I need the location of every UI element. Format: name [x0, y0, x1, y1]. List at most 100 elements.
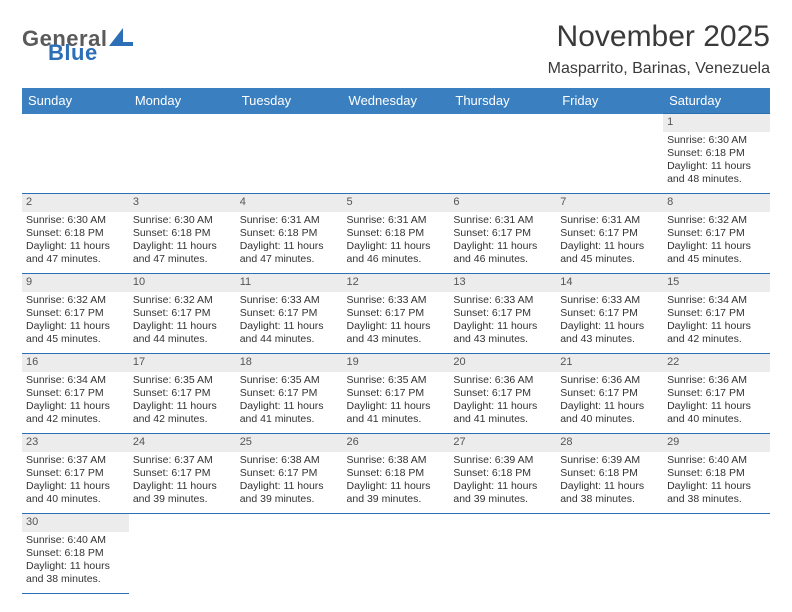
day-details: Sunrise: 6:38 AMSunset: 6:17 PMDaylight:…: [236, 452, 343, 510]
day-number: 25: [236, 434, 343, 452]
calendar-cell: [556, 514, 663, 594]
day-details: Sunrise: 6:32 AMSunset: 6:17 PMDaylight:…: [129, 292, 236, 350]
calendar-cell: 17Sunrise: 6:35 AMSunset: 6:17 PMDayligh…: [129, 354, 236, 434]
dayname-3: Wednesday: [343, 88, 450, 114]
calendar-cell: 10Sunrise: 6:32 AMSunset: 6:17 PMDayligh…: [129, 274, 236, 354]
dayname-6: Saturday: [663, 88, 770, 114]
day-details: Sunrise: 6:38 AMSunset: 6:18 PMDaylight:…: [343, 452, 450, 510]
dayname-4: Thursday: [449, 88, 556, 114]
day-number: 27: [449, 434, 556, 452]
calendar-table: SundayMondayTuesdayWednesdayThursdayFrid…: [22, 88, 770, 594]
day-number: 5: [343, 194, 450, 212]
day-number: 20: [449, 354, 556, 372]
calendar-cell: 27Sunrise: 6:39 AMSunset: 6:18 PMDayligh…: [449, 434, 556, 514]
day-number: 11: [236, 274, 343, 292]
calendar-cell: 20Sunrise: 6:36 AMSunset: 6:17 PMDayligh…: [449, 354, 556, 434]
day-number: 12: [343, 274, 450, 292]
calendar-cell: 12Sunrise: 6:33 AMSunset: 6:17 PMDayligh…: [343, 274, 450, 354]
day-details: Sunrise: 6:40 AMSunset: 6:18 PMDaylight:…: [22, 532, 129, 590]
calendar-cell: [129, 514, 236, 594]
calendar-cell: 14Sunrise: 6:33 AMSunset: 6:17 PMDayligh…: [556, 274, 663, 354]
calendar-cell: 25Sunrise: 6:38 AMSunset: 6:17 PMDayligh…: [236, 434, 343, 514]
day-details: Sunrise: 6:36 AMSunset: 6:17 PMDaylight:…: [663, 372, 770, 430]
calendar-cell: 5Sunrise: 6:31 AMSunset: 6:18 PMDaylight…: [343, 194, 450, 274]
day-details: Sunrise: 6:35 AMSunset: 6:17 PMDaylight:…: [236, 372, 343, 430]
day-details: Sunrise: 6:33 AMSunset: 6:17 PMDaylight:…: [449, 292, 556, 350]
day-details: Sunrise: 6:35 AMSunset: 6:17 PMDaylight:…: [343, 372, 450, 430]
calendar-cell: 3Sunrise: 6:30 AMSunset: 6:18 PMDaylight…: [129, 194, 236, 274]
calendar-cell: 28Sunrise: 6:39 AMSunset: 6:18 PMDayligh…: [556, 434, 663, 514]
day-details: Sunrise: 6:30 AMSunset: 6:18 PMDaylight:…: [129, 212, 236, 270]
day-details: Sunrise: 6:32 AMSunset: 6:17 PMDaylight:…: [663, 212, 770, 270]
day-details: Sunrise: 6:40 AMSunset: 6:18 PMDaylight:…: [663, 452, 770, 510]
day-number: 24: [129, 434, 236, 452]
day-number: 14: [556, 274, 663, 292]
day-details: Sunrise: 6:34 AMSunset: 6:17 PMDaylight:…: [22, 372, 129, 430]
day-details: Sunrise: 6:31 AMSunset: 6:17 PMDaylight:…: [556, 212, 663, 270]
day-details: Sunrise: 6:39 AMSunset: 6:18 PMDaylight:…: [449, 452, 556, 510]
calendar-cell: 4Sunrise: 6:31 AMSunset: 6:18 PMDaylight…: [236, 194, 343, 274]
calendar-cell: [22, 114, 129, 194]
day-number: 13: [449, 274, 556, 292]
page-subtitle: Masparrito, Barinas, Venezuela: [548, 60, 770, 78]
calendar-cell: 18Sunrise: 6:35 AMSunset: 6:17 PMDayligh…: [236, 354, 343, 434]
dayname-2: Tuesday: [236, 88, 343, 114]
day-number: 2: [22, 194, 129, 212]
calendar-cell: [343, 114, 450, 194]
day-details: Sunrise: 6:32 AMSunset: 6:17 PMDaylight:…: [22, 292, 129, 350]
day-details: Sunrise: 6:30 AMSunset: 6:18 PMDaylight:…: [22, 212, 129, 270]
calendar-cell: 22Sunrise: 6:36 AMSunset: 6:17 PMDayligh…: [663, 354, 770, 434]
day-number: 18: [236, 354, 343, 372]
calendar-cell: [556, 114, 663, 194]
calendar-cell: 16Sunrise: 6:34 AMSunset: 6:17 PMDayligh…: [22, 354, 129, 434]
day-number: 19: [343, 354, 450, 372]
day-number: 26: [343, 434, 450, 452]
day-details: Sunrise: 6:36 AMSunset: 6:17 PMDaylight:…: [449, 372, 556, 430]
day-details: Sunrise: 6:37 AMSunset: 6:17 PMDaylight:…: [22, 452, 129, 510]
calendar-cell: 2Sunrise: 6:30 AMSunset: 6:18 PMDaylight…: [22, 194, 129, 274]
calendar-cell: [449, 514, 556, 594]
day-details: Sunrise: 6:31 AMSunset: 6:17 PMDaylight:…: [449, 212, 556, 270]
dayname-1: Monday: [129, 88, 236, 114]
dayname-5: Friday: [556, 88, 663, 114]
day-number: 4: [236, 194, 343, 212]
day-number: 7: [556, 194, 663, 212]
calendar-cell: 15Sunrise: 6:34 AMSunset: 6:17 PMDayligh…: [663, 274, 770, 354]
day-number: 30: [22, 514, 129, 532]
calendar-cell: [236, 114, 343, 194]
day-number: 1: [663, 114, 770, 132]
day-number: 6: [449, 194, 556, 212]
day-number: 17: [129, 354, 236, 372]
calendar-cell: [236, 514, 343, 594]
calendar-cell: 6Sunrise: 6:31 AMSunset: 6:17 PMDaylight…: [449, 194, 556, 274]
day-details: Sunrise: 6:37 AMSunset: 6:17 PMDaylight:…: [129, 452, 236, 510]
calendar-cell: 19Sunrise: 6:35 AMSunset: 6:17 PMDayligh…: [343, 354, 450, 434]
calendar-cell: 13Sunrise: 6:33 AMSunset: 6:17 PMDayligh…: [449, 274, 556, 354]
day-number: 23: [22, 434, 129, 452]
calendar-cell: 11Sunrise: 6:33 AMSunset: 6:17 PMDayligh…: [236, 274, 343, 354]
calendar-cell: 26Sunrise: 6:38 AMSunset: 6:18 PMDayligh…: [343, 434, 450, 514]
calendar-cell: [129, 114, 236, 194]
logo: General Blue: [22, 20, 133, 63]
day-number: 28: [556, 434, 663, 452]
calendar-cell: 24Sunrise: 6:37 AMSunset: 6:17 PMDayligh…: [129, 434, 236, 514]
day-details: Sunrise: 6:30 AMSunset: 6:18 PMDaylight:…: [663, 132, 770, 190]
day-number: 9: [22, 274, 129, 292]
day-details: Sunrise: 6:31 AMSunset: 6:18 PMDaylight:…: [236, 212, 343, 270]
calendar-cell: 1Sunrise: 6:30 AMSunset: 6:18 PMDaylight…: [663, 114, 770, 194]
calendar-cell: 30Sunrise: 6:40 AMSunset: 6:18 PMDayligh…: [22, 514, 129, 594]
day-number: 16: [22, 354, 129, 372]
day-details: Sunrise: 6:33 AMSunset: 6:17 PMDaylight:…: [343, 292, 450, 350]
calendar-cell: 29Sunrise: 6:40 AMSunset: 6:18 PMDayligh…: [663, 434, 770, 514]
day-number: 22: [663, 354, 770, 372]
calendar-cell: 9Sunrise: 6:32 AMSunset: 6:17 PMDaylight…: [22, 274, 129, 354]
calendar-cell: [343, 514, 450, 594]
day-details: Sunrise: 6:33 AMSunset: 6:17 PMDaylight:…: [556, 292, 663, 350]
logo-text-2: Blue: [48, 43, 133, 63]
day-number: 3: [129, 194, 236, 212]
calendar-cell: [663, 514, 770, 594]
day-number: 29: [663, 434, 770, 452]
day-details: Sunrise: 6:31 AMSunset: 6:18 PMDaylight:…: [343, 212, 450, 270]
page-title: November 2025: [548, 20, 770, 54]
day-details: Sunrise: 6:35 AMSunset: 6:17 PMDaylight:…: [129, 372, 236, 430]
